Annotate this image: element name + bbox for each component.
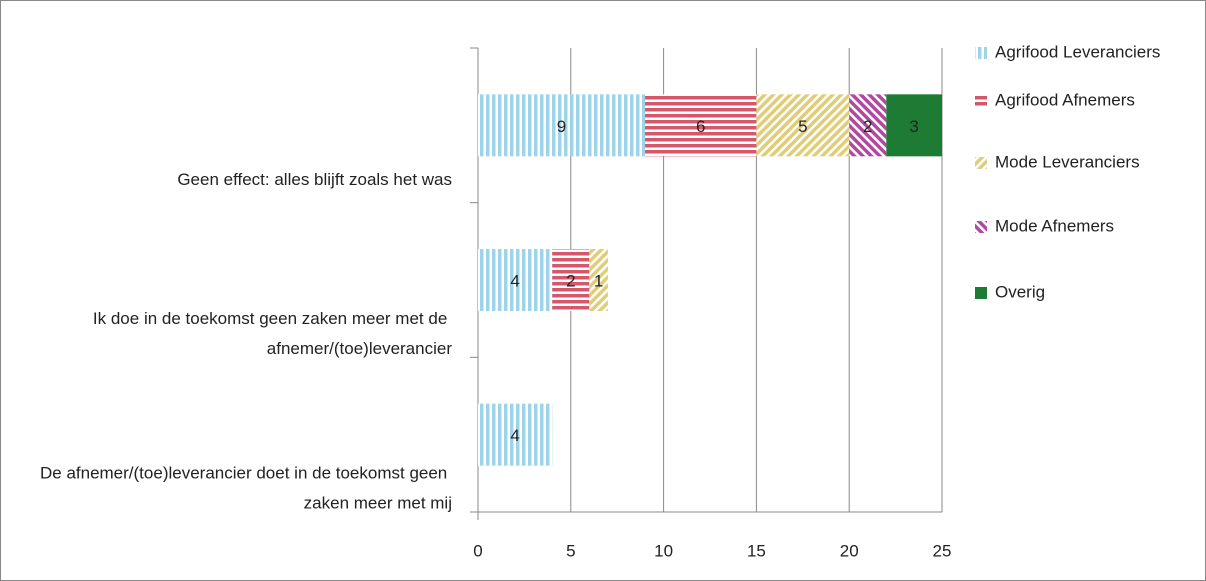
data-label: 4 <box>510 271 519 290</box>
data-label: 2 <box>566 271 575 290</box>
data-label: 2 <box>863 117 872 136</box>
bar-segment <box>589 249 608 311</box>
data-label: 6 <box>696 117 705 136</box>
legend-swatch <box>975 157 987 169</box>
legend-label: Mode Leveranciers <box>995 152 1140 171</box>
data-label: 1 <box>594 271 603 290</box>
legend-label: Mode Afnemers <box>995 216 1114 235</box>
legend-swatch <box>975 47 987 59</box>
bar-segment <box>849 94 887 157</box>
x-tick-label: 5 <box>566 541 575 560</box>
legend-label: Agrifood Leveranciers <box>995 42 1160 61</box>
data-label: 4 <box>510 426 519 445</box>
x-tick-label: 15 <box>747 541 766 560</box>
bar-segment <box>478 403 553 466</box>
legend-label: Overig <box>995 282 1045 301</box>
bar-segment <box>756 94 850 157</box>
bar-segment <box>886 94 942 157</box>
bar-segment <box>552 249 590 311</box>
legend-swatch <box>975 95 987 107</box>
data-label: 3 <box>909 117 918 136</box>
x-tick-label: 25 <box>933 541 952 560</box>
y-tick-label: Ik doe in de toekomst geen zaken meer me… <box>93 309 452 358</box>
x-tick-label: 10 <box>654 541 673 560</box>
x-tick-label: 0 <box>473 541 482 560</box>
bar-segment <box>645 94 757 157</box>
x-tick-label: 20 <box>840 541 859 560</box>
legend-label: Agrifood Afnemers <box>995 90 1135 109</box>
bar-segment <box>478 94 646 157</box>
data-label: 9 <box>557 117 566 136</box>
y-tick-label: De afnemer/(toe)leverancier doet in de t… <box>40 464 452 513</box>
data-label: 5 <box>798 117 807 136</box>
y-tick-label: Geen effect: alles blijft zoals het was <box>177 170 452 189</box>
legend-swatch <box>975 221 987 233</box>
legend-swatch <box>975 287 987 299</box>
bar-segment <box>478 249 553 311</box>
